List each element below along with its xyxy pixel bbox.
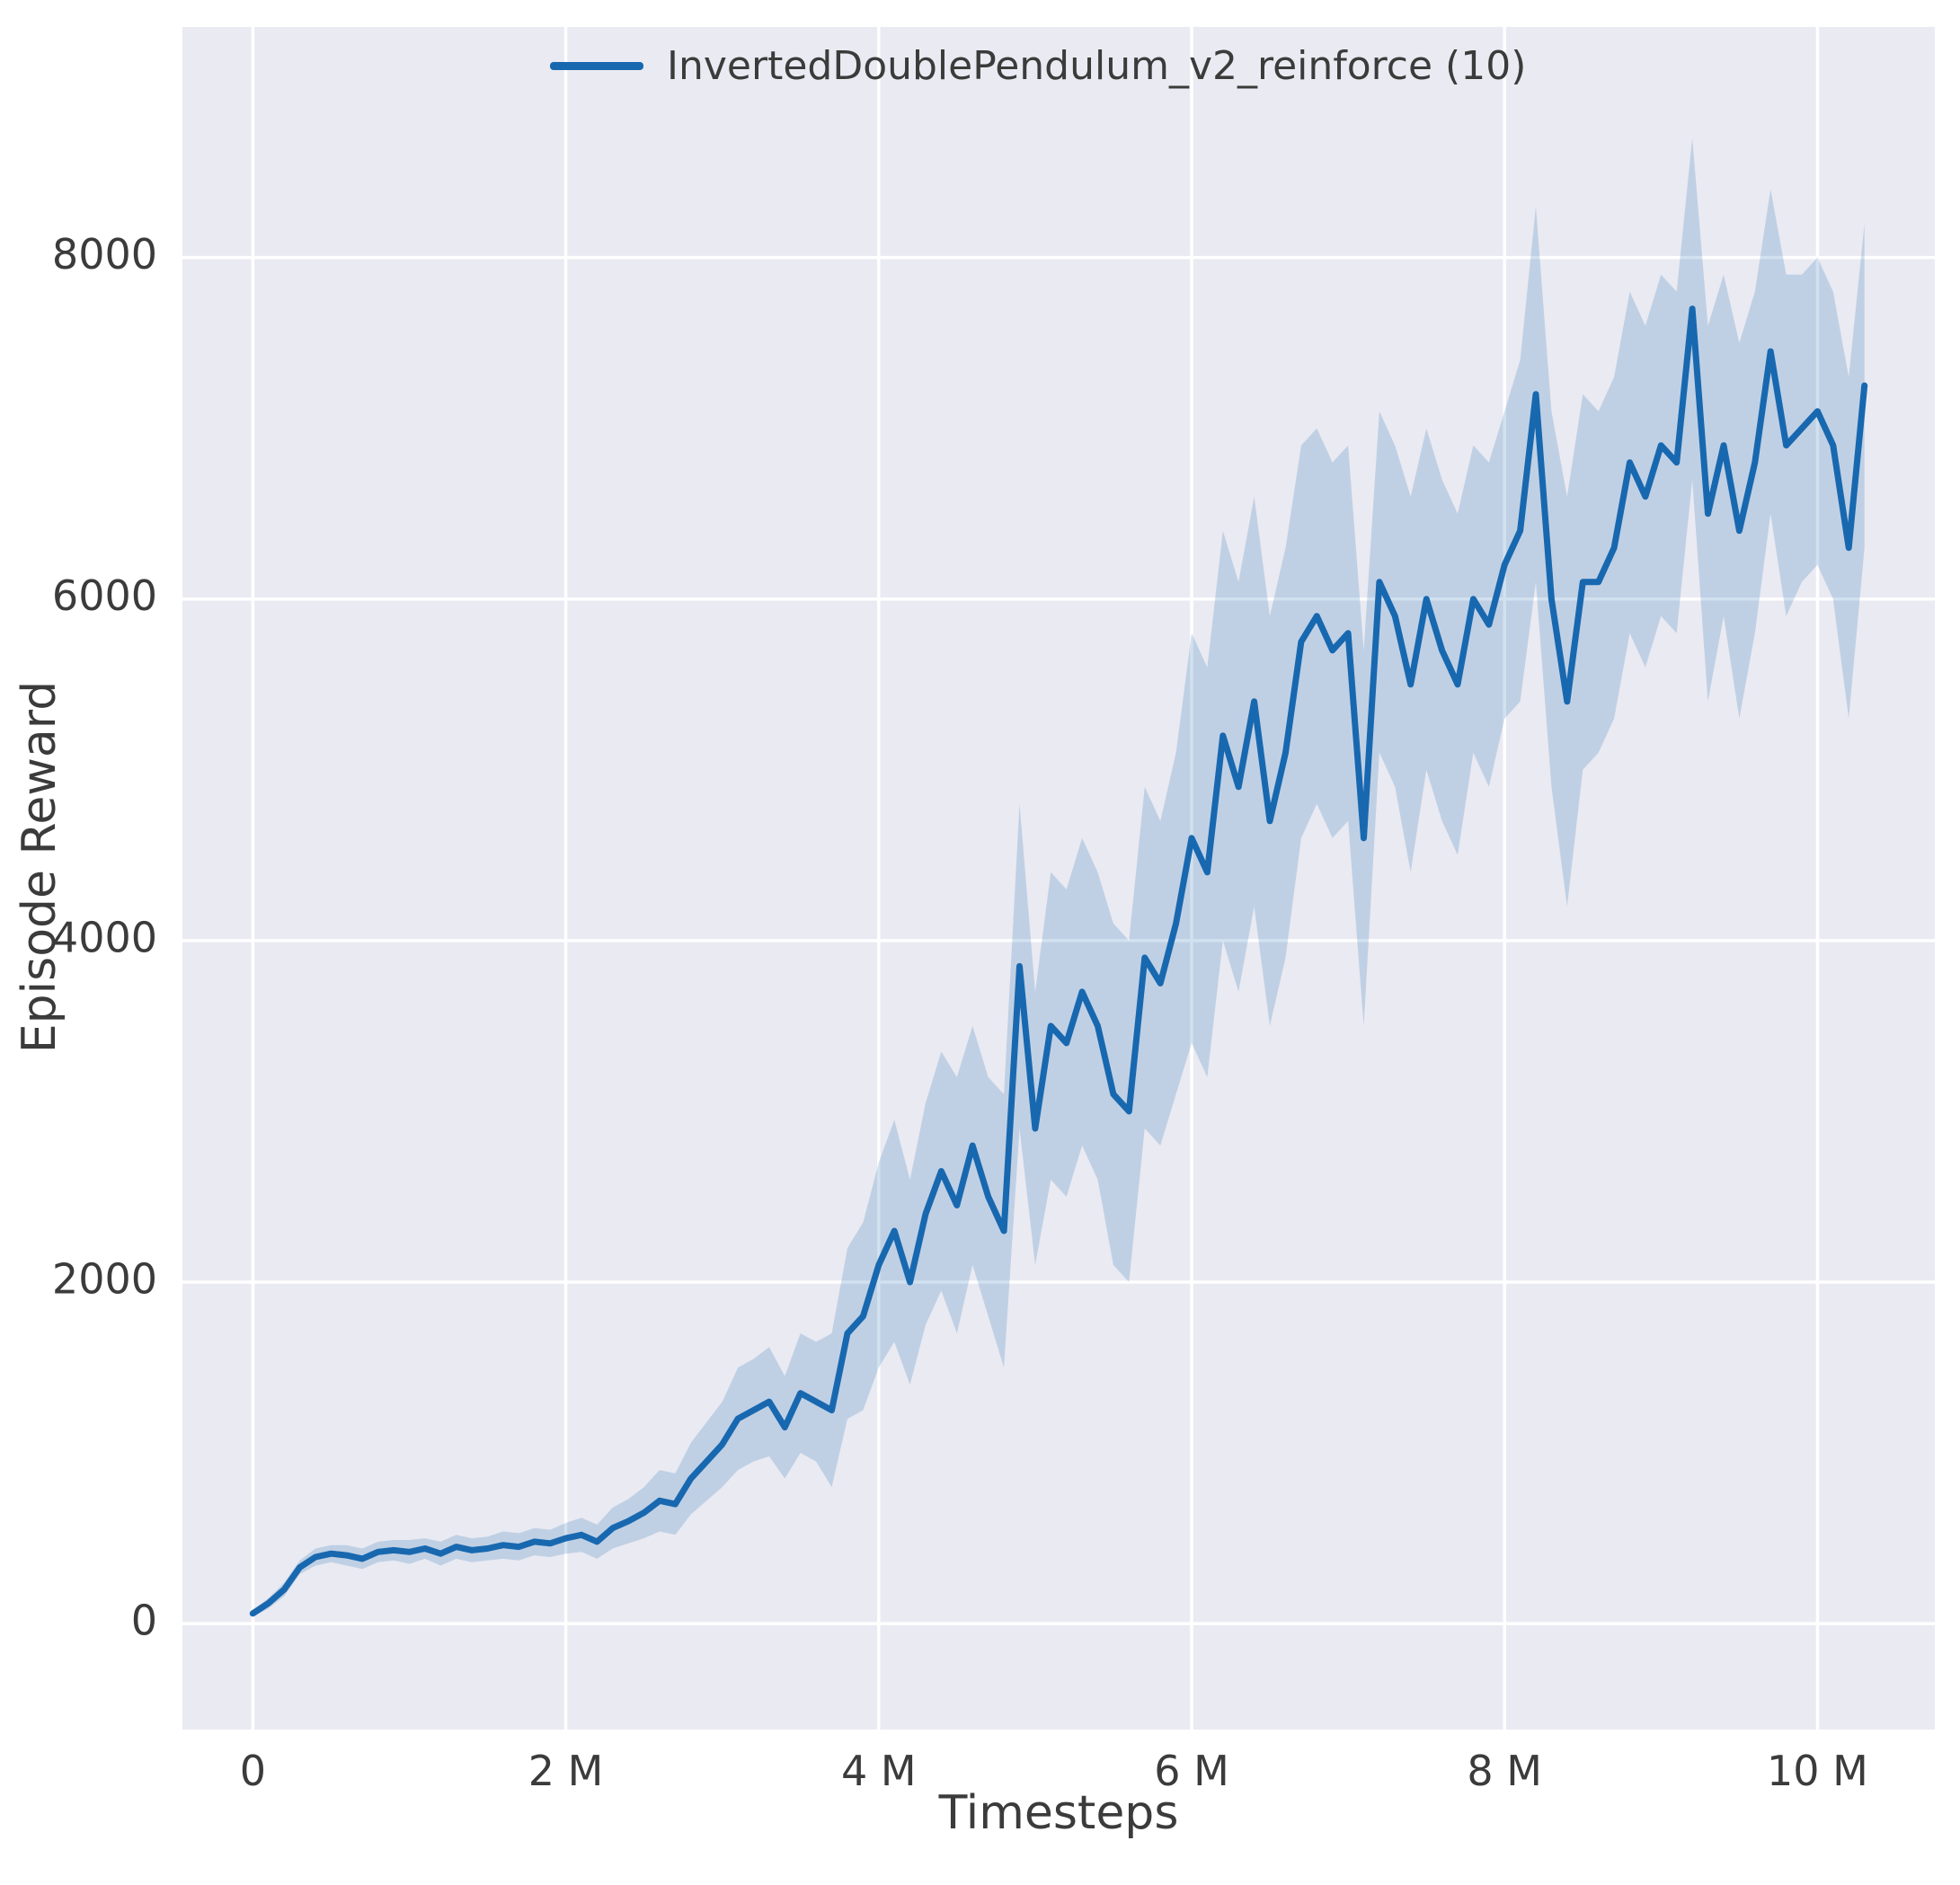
- mean-line: [249, 305, 1868, 1617]
- y-tick-label: 6000: [52, 571, 157, 620]
- x-tick-label: 2 M: [528, 1747, 604, 1795]
- plot-area: [182, 27, 1935, 1730]
- legend-label: InvertedDoublePendulum_v2_reinforce (10): [667, 43, 1527, 89]
- x-tick-label: 4 M: [841, 1747, 917, 1795]
- x-tick-label: 0: [240, 1747, 266, 1795]
- y-axis-label: Episode Reward: [13, 680, 67, 1054]
- x-tick-label: 8 M: [1467, 1747, 1542, 1795]
- confidence-band: [253, 137, 1865, 1617]
- y-tick-label: 0: [131, 1597, 157, 1645]
- x-tick-label: 6 M: [1154, 1747, 1229, 1795]
- y-tick-label: 8000: [52, 230, 157, 279]
- y-tick-label: 2000: [52, 1255, 157, 1304]
- y-tick-label: 4000: [52, 913, 157, 961]
- x-axis-label: Timesteps: [938, 1786, 1179, 1840]
- x-tick-label: 10 M: [1767, 1747, 1868, 1795]
- legend-line-swatch: [550, 62, 643, 70]
- legend: InvertedDoublePendulum_v2_reinforce (10): [550, 43, 1526, 89]
